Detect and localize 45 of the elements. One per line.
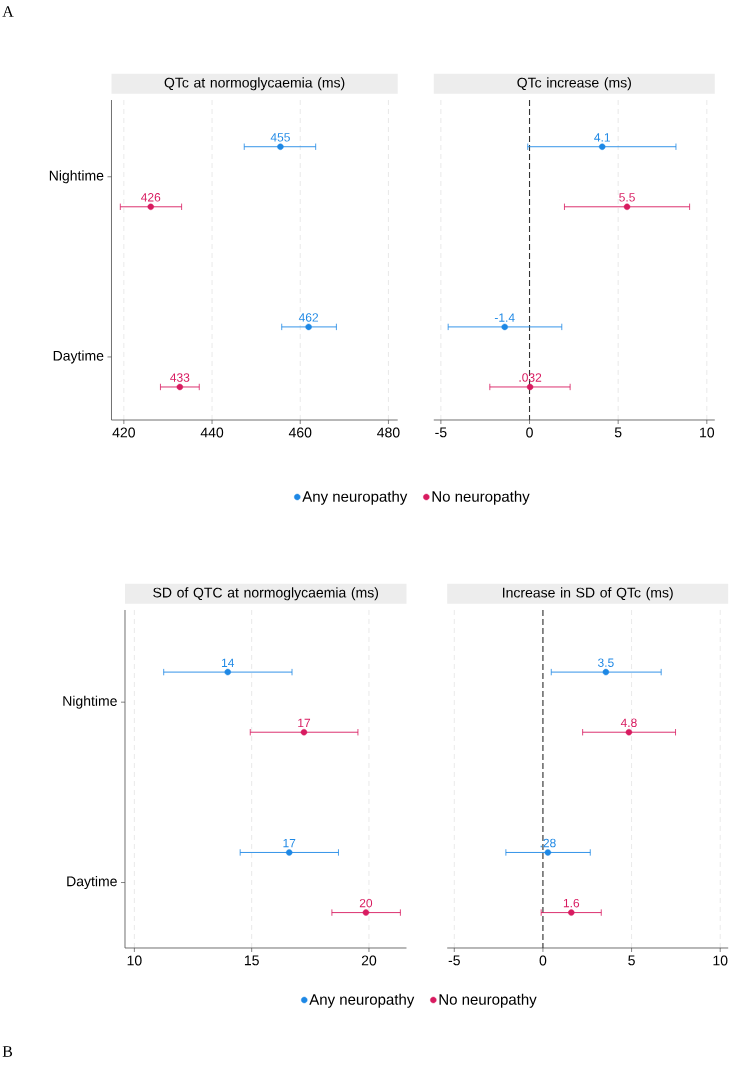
- x-tick-label: 20: [361, 955, 377, 966]
- data-label: 4.1: [594, 133, 610, 142]
- text: A: [2, 6, 14, 17]
- data-label: -1.4: [494, 313, 515, 322]
- data-label: 5.5: [619, 193, 635, 202]
- x-tick-label: 0: [526, 427, 533, 438]
- chart-title: SD of QTC at normoglycaemia (ms): [153, 587, 379, 601]
- x-tick-label: 480: [377, 427, 400, 438]
- chart-title: Increase in SD of QTc (ms): [503, 587, 673, 601]
- chart-title: QTc at normoglycaemia (ms): [164, 77, 345, 91]
- x-tick-label: 10: [700, 427, 715, 438]
- x-tick-label: 10: [713, 955, 728, 966]
- x-tick-label: 5: [628, 955, 635, 966]
- x-tick-label: -5: [435, 427, 447, 438]
- x-tick-label: 420: [112, 427, 135, 438]
- y-tick-label: Nightime: [49, 170, 104, 184]
- data-label: 14: [221, 658, 235, 667]
- y-tick-label: Nightime: [63, 695, 117, 709]
- data-label: 1.6: [563, 898, 580, 908]
- legend-label: Any neuropathy: [309, 993, 415, 1008]
- data-label: 3.5: [597, 658, 614, 667]
- data-label: .28: [540, 838, 556, 848]
- data-label: 17: [283, 839, 296, 848]
- y-tick-label: Daytime: [67, 876, 117, 890]
- x-tick-label: -5: [448, 955, 460, 966]
- x-tick-label: 440: [200, 427, 224, 438]
- chart-title: QTc increase (ms): [517, 77, 631, 91]
- data-label: 4.8: [620, 718, 637, 728]
- data-label: 462: [298, 313, 319, 322]
- data-label: 17: [298, 718, 311, 728]
- x-tick-label: 460: [288, 427, 312, 438]
- data-label: .032: [519, 373, 542, 382]
- data-label: 20: [359, 898, 373, 908]
- x-tick-label: 10: [127, 955, 142, 966]
- x-tick-label: 15: [244, 955, 259, 966]
- text: B: [2, 1046, 13, 1057]
- x-tick-label: 0: [539, 955, 547, 966]
- legend-label: Any neuropathy: [302, 490, 408, 505]
- legend-label: No neuropathy: [432, 490, 530, 505]
- legend-label: No neuropathy: [439, 993, 537, 1008]
- data-label: 455: [270, 133, 290, 142]
- y-tick-label: Daytime: [53, 350, 104, 364]
- data-label: 426: [141, 193, 161, 202]
- data-label: 433: [170, 373, 190, 382]
- x-tick-label: 5: [614, 427, 622, 438]
